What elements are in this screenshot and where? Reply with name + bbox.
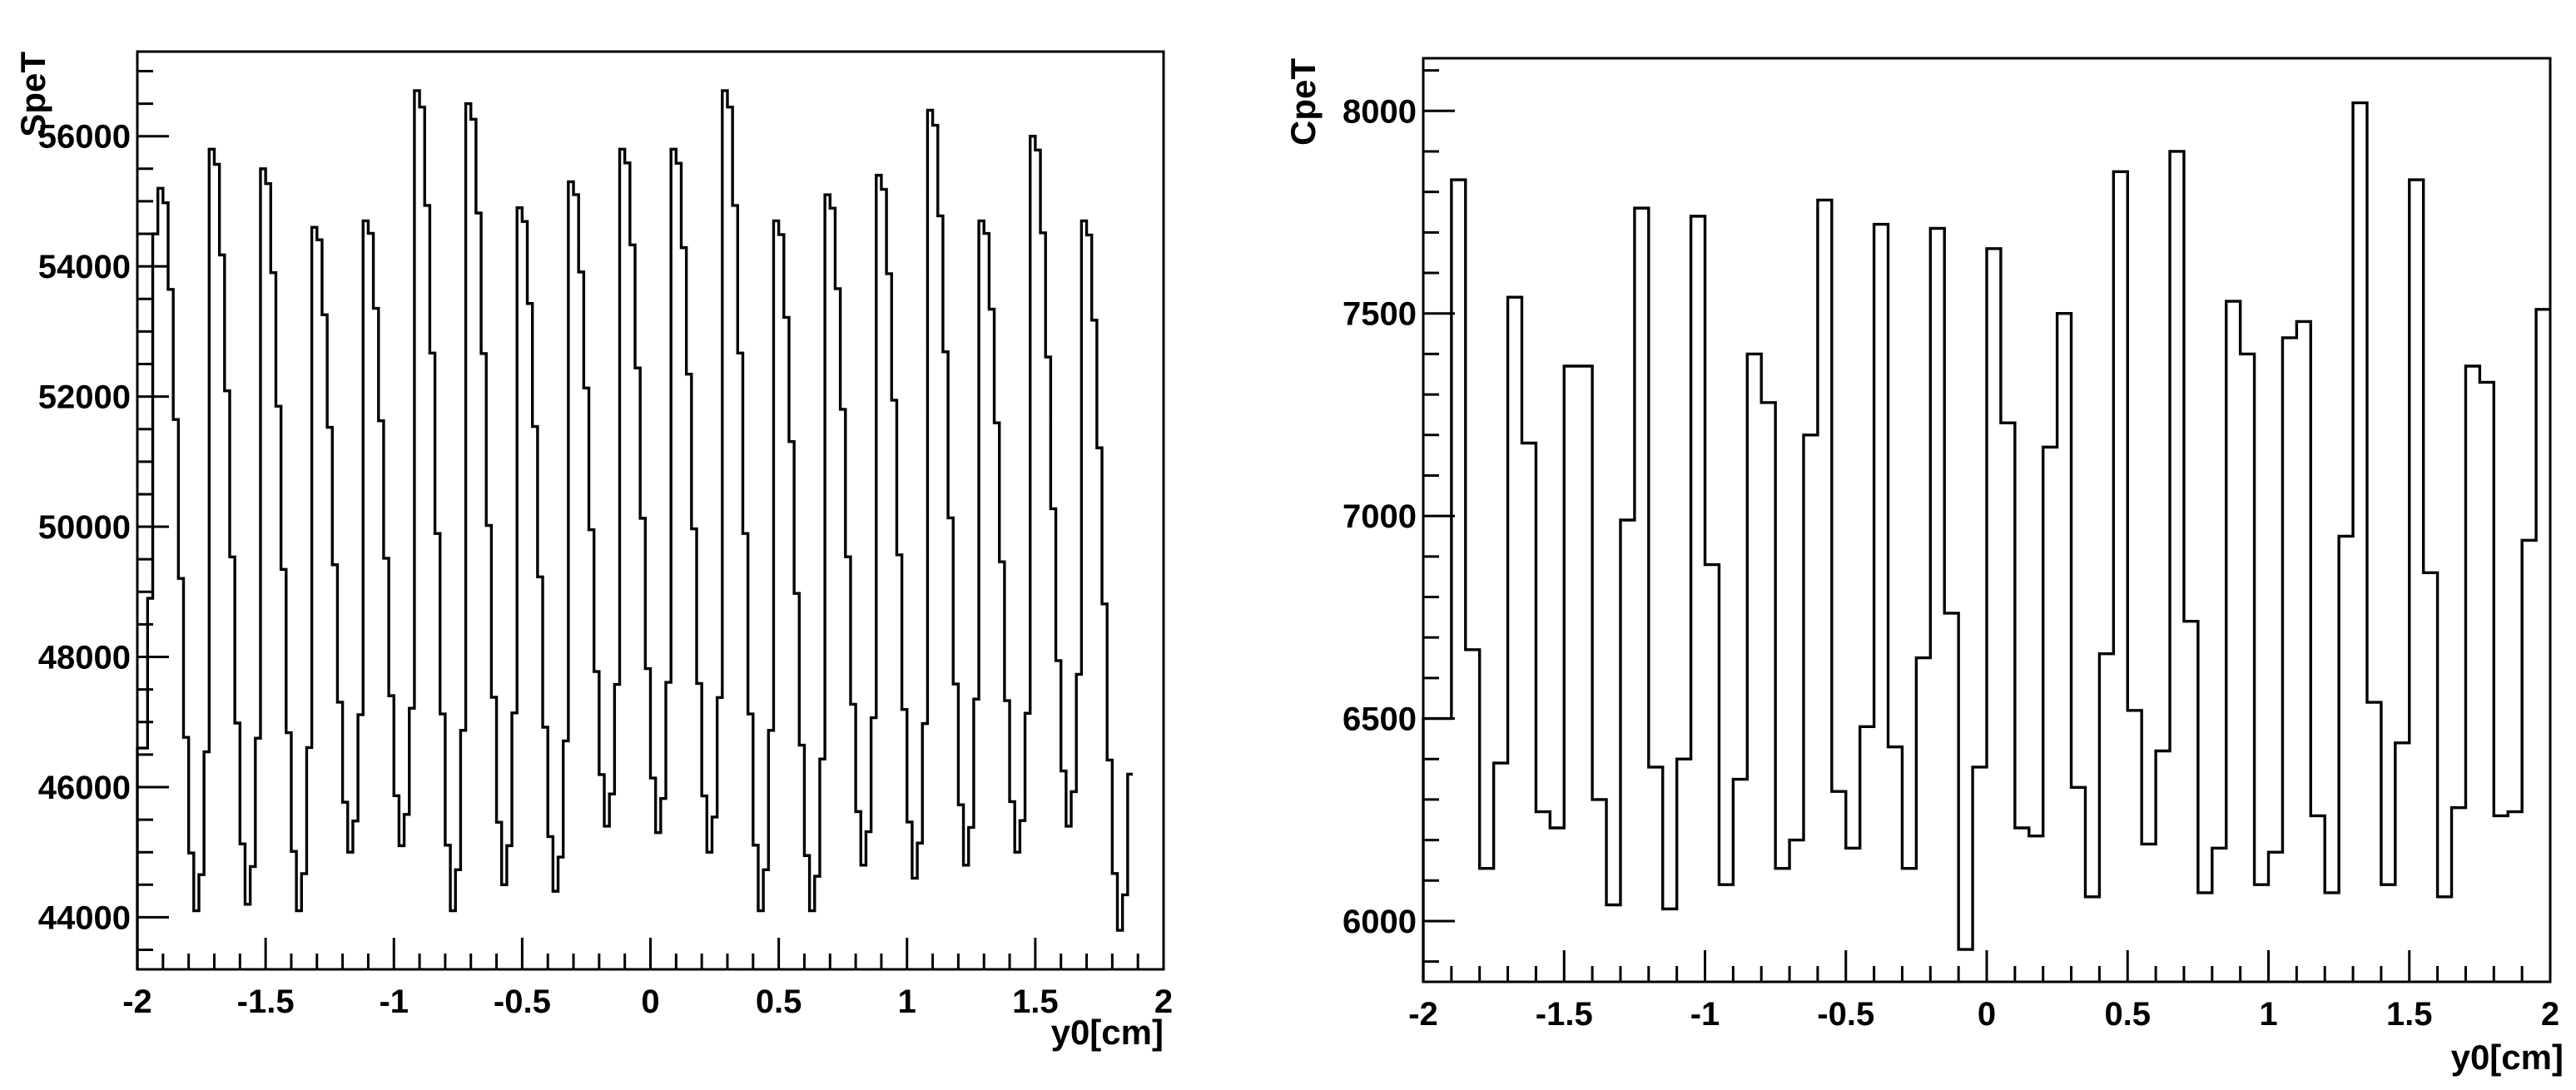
right-histogram-panel: 6000 6500 7000 7500 8000 -2 -1.5 -1 -0.5 0 0.5 1 1.… [1283, 57, 2564, 1077]
left-x-tick-label: 0 [641, 983, 659, 1020]
right-x-axis-title: y0[cm] [2451, 1038, 2564, 1077]
left-histogram-series [136, 89, 1134, 969]
right-x-tick-label: -1 [1690, 996, 1720, 1033]
left-x-tick-label: -2 [122, 983, 152, 1020]
left-x-axis-title: y0[cm] [1051, 1013, 1164, 1052]
right-x-tick-label: 0 [1978, 996, 1996, 1033]
right-y-tick-label: 7000 [1343, 498, 1417, 535]
left-histogram-panel: 44000 46000 48000 50000 52000 54000 56000 -2 -1… [13, 50, 1173, 1052]
right-x-tick-label: -1.5 [1536, 996, 1593, 1033]
left-y-tick-label: 56000 [38, 119, 131, 156]
right-histogram-series [1422, 101, 2550, 982]
right-x-tick-label: -2 [1408, 996, 1438, 1033]
left-y-tick-label: 46000 [38, 770, 131, 806]
left-x-tick-label: 0.5 [756, 983, 802, 1020]
left-x-axis: -2 -1.5 -1 -0.5 0 0.5 1 1.5 2 [122, 938, 1173, 1020]
right-y-tick-label: 7500 [1343, 296, 1417, 333]
right-y-axis-title: CpeT [1283, 58, 1323, 146]
left-y-tick-label: 50000 [38, 509, 131, 546]
left-x-tick-label: 1.5 [1012, 983, 1059, 1020]
left-x-tick-label: 1 [898, 983, 916, 1020]
left-x-tick-label: -1 [379, 983, 409, 1020]
left-y-tick-label: 44000 [38, 899, 131, 936]
left-y-tick-label: 54000 [38, 249, 131, 285]
right-y-tick-label: 8000 [1343, 93, 1417, 130]
left-y-axis-title: SpeT [13, 52, 52, 137]
left-x-tick-label: 2 [1154, 983, 1173, 1020]
right-y-tick-label: 6000 [1343, 904, 1417, 940]
left-x-tick-label: -0.5 [494, 983, 551, 1020]
right-y-axis: 6000 6500 7000 7500 8000 [1343, 69, 1455, 964]
left-y-tick-label: 52000 [38, 379, 131, 416]
right-x-tick-label: 1.5 [2386, 996, 2433, 1033]
right-x-tick-label: 2 [2541, 996, 2559, 1033]
left-y-axis: 44000 46000 48000 50000 52000 54000 56000 [38, 69, 169, 952]
right-y-tick-label: 6500 [1343, 701, 1417, 738]
right-x-axis: -2 -1.5 -1 -0.5 0 0.5 1 1.5 2 [1408, 950, 2559, 1033]
left-x-tick-label: -1.5 [237, 983, 295, 1020]
left-y-tick-label: 48000 [38, 640, 131, 676]
right-x-tick-label: 1 [2259, 996, 2277, 1033]
right-x-tick-label: 0.5 [2104, 996, 2151, 1033]
right-x-tick-label: -0.5 [1817, 996, 1874, 1033]
